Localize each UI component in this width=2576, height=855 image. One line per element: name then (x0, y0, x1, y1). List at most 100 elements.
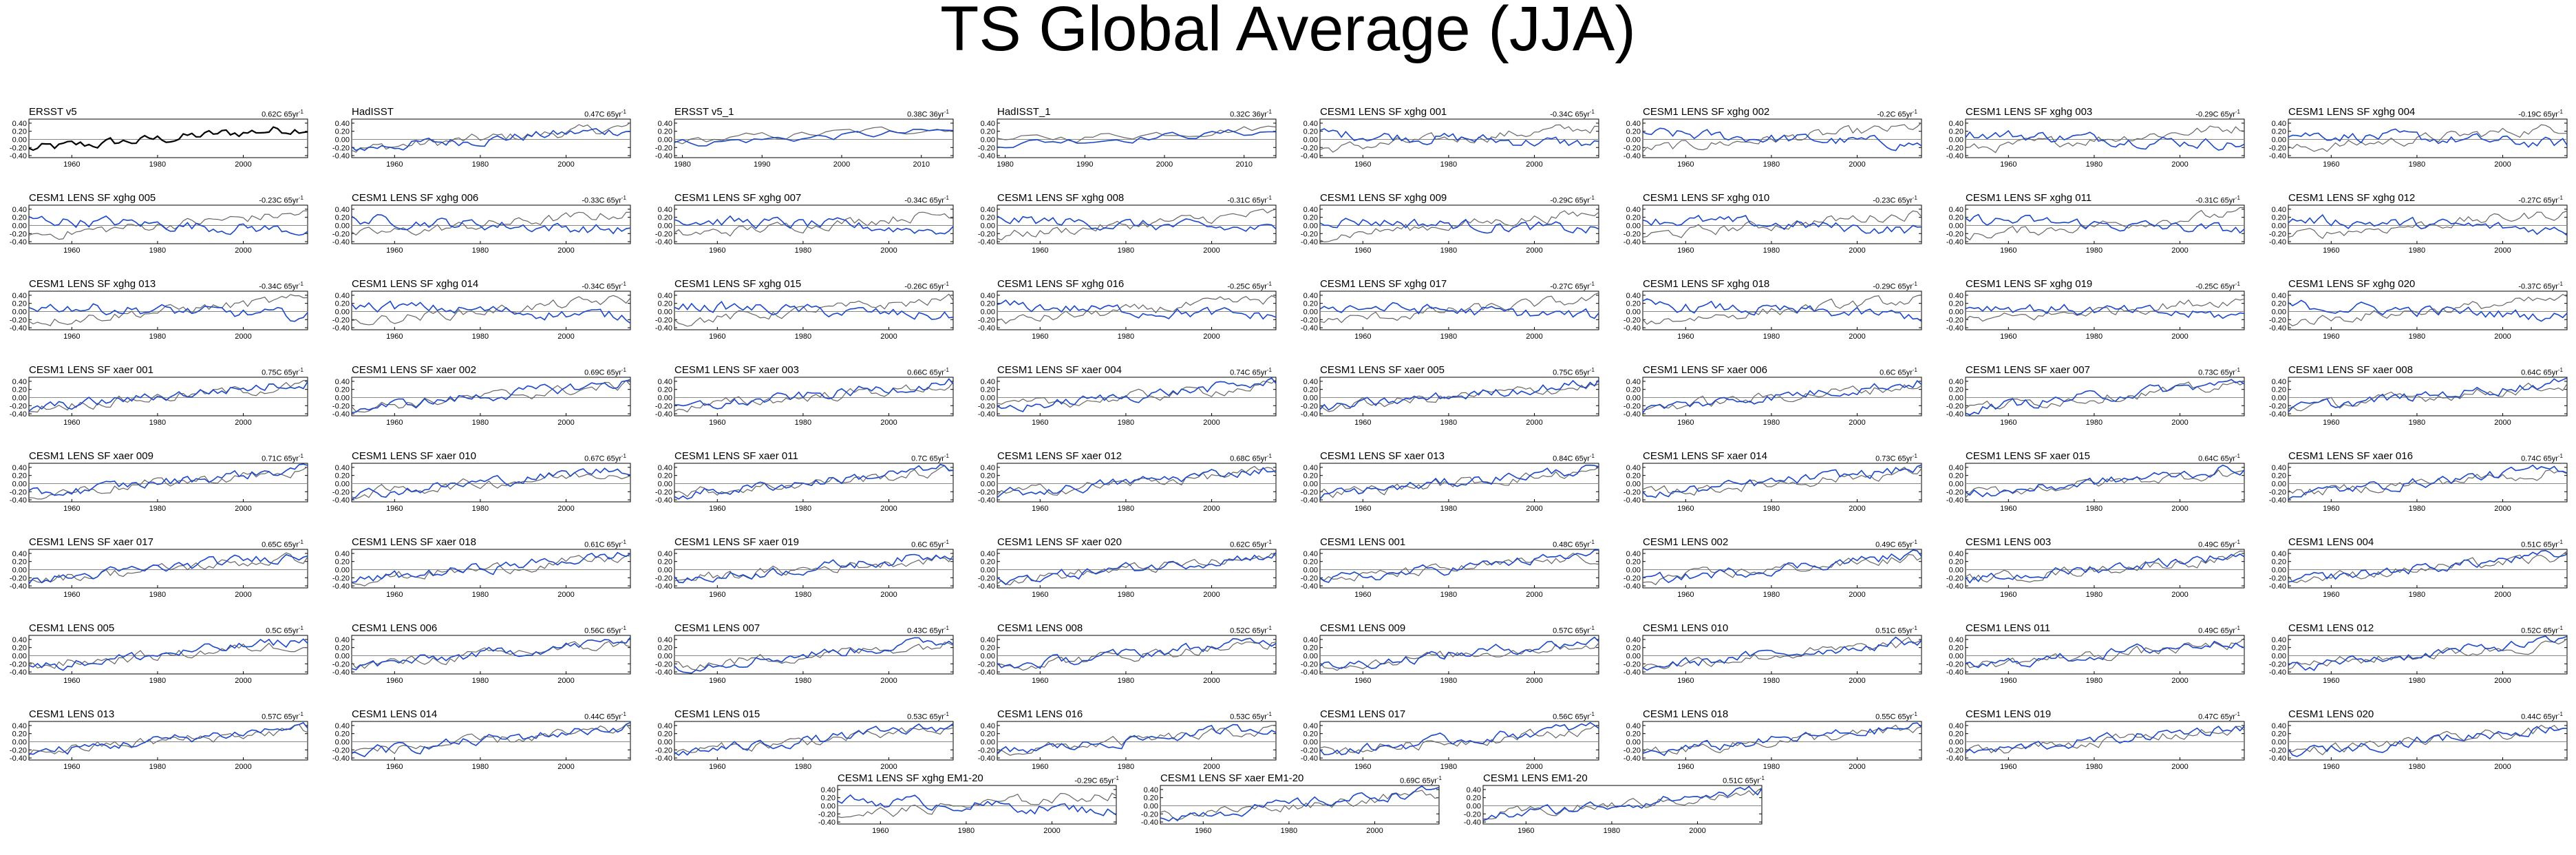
chart-panel: CESM1 LENS SF xghg 003 -0.29C 65yr-1 0.40 0… (1946, 106, 2245, 169)
model-series-line (1965, 304, 2245, 319)
y-tick-label: -0.20 (978, 488, 995, 496)
x-tick-label: 2000 (880, 763, 897, 771)
panel-title: CESM1 LENS SF xghg 016 (997, 278, 1125, 290)
y-tick-label: -0.40 (978, 754, 995, 763)
obs-overlay-line (997, 209, 1277, 241)
y-tick-label: -0.20 (1946, 660, 1963, 668)
y-tick-label: -0.20 (2269, 316, 2286, 324)
y-tick-label: 0.40 (1303, 636, 1318, 644)
x-tick-label: 1960 (1677, 419, 1694, 427)
x-tick-label: 1960 (709, 763, 725, 771)
panel-trend-label: 0.57C 65yr-1 (262, 711, 304, 721)
y-tick-label: -0.20 (1946, 746, 1963, 754)
panel-trend-label: 0.51C 65yr-1 (1723, 775, 1765, 785)
y-tick-label: 0.40 (2272, 550, 2286, 558)
x-tick-label: 2000 (1203, 677, 1220, 685)
y-tick-label: 0.00 (12, 308, 27, 316)
x-tick-label: 1960 (2000, 591, 2016, 599)
x-tick-label: 1980 (1118, 332, 1134, 341)
y-tick-label: 0.40 (2272, 722, 2286, 730)
y-tick-label: -0.20 (655, 488, 672, 496)
x-tick-label: 2000 (235, 419, 251, 427)
y-tick-label: 0.20 (981, 472, 995, 481)
panel-title: CESM1 LENS 007 (674, 622, 760, 634)
y-tick-label: -0.40 (10, 410, 27, 419)
y-tick-label: 0.40 (1626, 550, 1641, 558)
model-series-line (2288, 377, 2568, 412)
obs-overlay-line (351, 379, 631, 413)
figure-title: TS Global Average (JJA) (940, 0, 1636, 64)
y-tick-label: -0.40 (655, 152, 672, 160)
panel-trend-label: -0.34C 65yr-1 (1550, 109, 1595, 119)
panel-trend-label: 0.44C 65yr-1 (584, 711, 626, 721)
x-tick-label: 1990 (754, 160, 770, 169)
chart-panel: HadISST_1 0.32C 36yr-1 0.40 0.20 0.00 -0.20 -0… (978, 107, 1277, 169)
panel-title: CESM1 LENS 015 (674, 708, 760, 720)
x-tick-label: 1980 (149, 332, 166, 341)
y-tick-label: 0.00 (1626, 308, 1641, 316)
y-tick-label: -0.20 (10, 574, 27, 582)
panel-title: CESM1 LENS SF xghg 003 (1966, 106, 2093, 118)
y-tick-label: -0.40 (1301, 754, 1318, 763)
chart-panel: CESM1 LENS SF xaer 015 0.64C 65yr-1 0.40 0.… (1946, 451, 2245, 513)
x-tick-label: 2000 (2171, 332, 2188, 341)
y-tick-label: -0.20 (1624, 144, 1641, 152)
chart-panel: CESM1 LENS SF xghg 005 -0.23C 65yr-1 0.40 0… (10, 192, 308, 255)
obs-overlay-line (351, 640, 631, 669)
y-tick-label: 0.40 (12, 722, 27, 730)
panel-plot: 0.400.200.00-0.20-0.40 1960 1980 2000 (2269, 463, 2568, 513)
panel-trend-label: 0.66C 65yr-1 (907, 367, 949, 377)
plot-frame (2288, 291, 2568, 330)
obs-overlay-line (28, 724, 308, 756)
dataset-series-line (351, 127, 630, 151)
y-tick-label: -0.40 (1946, 754, 1963, 763)
y-tick-label: 0.40 (1949, 120, 1963, 128)
x-tick-label: 1960 (1354, 246, 1371, 255)
x-tick-label: 1980 (149, 505, 166, 513)
plot-frame (28, 377, 308, 416)
y-tick-label: 0.40 (1949, 464, 1963, 472)
x-tick-label: 2000 (2171, 505, 2188, 513)
obs-overlay-line (1319, 292, 1599, 324)
x-tick-label: 1980 (2086, 332, 2103, 341)
panel-trend-label: 0.65C 65yr-1 (262, 539, 304, 549)
y-tick-label: 0.40 (335, 292, 350, 300)
chart-panel: CESM1 LENS SF xghg 010 -0.23C 65yr-1 0.40 0… (1624, 193, 1922, 255)
y-tick-label: 0.00 (12, 136, 27, 144)
obs-overlay-line (1160, 790, 1440, 821)
y-tick-label: -0.40 (1141, 819, 1158, 827)
panel-trend-label: -0.31C 65yr-1 (1227, 195, 1272, 205)
x-tick-label: 1980 (1440, 246, 1457, 255)
chart-panel: CESM1 LENS 011 0.49C 65yr-1 0.40 0.20 0.00 -0… (1946, 623, 2245, 685)
y-tick-label: 0.40 (335, 722, 350, 730)
y-tick-label: 0.40 (1949, 550, 1963, 558)
y-tick-label: 0.40 (1303, 292, 1318, 300)
panel-plot: 0.400.200.00-0.20-0.40 1960 1980 2000 (1624, 549, 1922, 599)
panel-title: CESM1 LENS SF xaer 008 (2288, 364, 2413, 376)
chart-panel: CESM1 LENS 019 0.47C 65yr-1 0.40 0.20 0.00 -0… (1946, 709, 2245, 771)
y-tick-label: 0.40 (12, 292, 27, 300)
y-tick-label: 0.40 (12, 636, 27, 644)
panel-trend-label: 0.68C 65yr-1 (1230, 453, 1272, 463)
panel-title: CESM1 LENS SF xghg 006 (352, 192, 479, 204)
chart-panel: CESM1 LENS 018 0.55C 65yr-1 0.40 0.20 0.00 -0… (1624, 709, 1922, 771)
y-tick-label: 0.20 (12, 472, 27, 481)
x-tick-label: 1960 (63, 505, 80, 513)
panel-title: CESM1 LENS 001 (1320, 536, 1406, 548)
x-tick-label: 2000 (1849, 332, 1865, 341)
obs-overlay-line (2288, 638, 2568, 671)
y-tick-label: -0.20 (655, 574, 672, 582)
plot-frame (1965, 721, 2245, 761)
y-tick-label: 0.20 (981, 128, 995, 136)
x-tick-label: 2000 (880, 677, 897, 685)
plot-frame (351, 377, 631, 416)
y-tick-label: 0.20 (981, 730, 995, 739)
model-series-line (1319, 379, 1599, 411)
chart-panel: ERSST v5 0.62C 65yr-1 0.40 0.20 0.00 -0.20 -0.… (10, 107, 308, 169)
y-tick-label: 0.40 (1626, 464, 1641, 472)
y-tick-label: 0.40 (12, 550, 27, 558)
y-tick-label: 0.20 (1144, 794, 1158, 803)
panel-title: CESM1 LENS SF xghg 005 (29, 192, 156, 204)
x-tick-label: 1980 (149, 160, 166, 169)
x-tick-label: 1960 (2323, 591, 2339, 599)
